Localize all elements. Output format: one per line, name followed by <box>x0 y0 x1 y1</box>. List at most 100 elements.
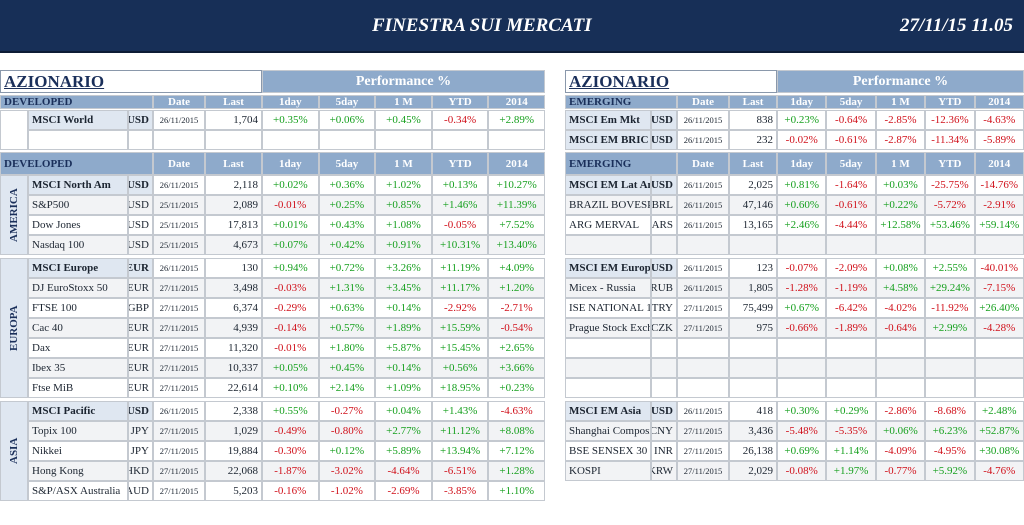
perf-1m: +4.58% <box>875 278 926 298</box>
perf-1day: +0.35% <box>262 110 319 130</box>
currency: EUR <box>128 338 153 358</box>
perf-1m: -4.02% <box>875 298 926 318</box>
perf-1m: +5.89% <box>375 441 432 461</box>
empty-cell <box>677 358 729 378</box>
name: MSCI EM Asia <box>565 401 651 421</box>
perf-1m: +1.08% <box>375 215 432 235</box>
name: KOSPI <box>565 461 651 481</box>
date: 26/11/2015 <box>153 258 205 278</box>
perf-5day: +0.45% <box>318 358 376 378</box>
perf-ytd: -11.34% <box>925 130 975 150</box>
empty-cell <box>128 130 153 150</box>
last: 1,029 <box>205 421 262 441</box>
perf-2014: -7.15% <box>974 278 1024 298</box>
last: 130 <box>205 258 262 278</box>
perf-1day: -0.03% <box>262 278 319 298</box>
column-header: 2014 <box>488 95 545 109</box>
empty-cell <box>974 378 1024 398</box>
currency: CNY <box>651 421 677 441</box>
empty-cell <box>431 130 489 150</box>
perf-5day: +0.25% <box>318 195 376 215</box>
column-header: Date <box>677 152 729 175</box>
empty-cell <box>651 338 677 358</box>
date: 26/11/2015 <box>677 215 729 235</box>
perf-5day: +1.80% <box>318 338 376 358</box>
name: MSCI World <box>28 110 128 130</box>
perf-2014: -4.76% <box>974 461 1024 481</box>
perf-1m: +5.87% <box>375 338 432 358</box>
perf-2014: -2.91% <box>974 195 1024 215</box>
column-header: DEVELOPED <box>0 152 153 175</box>
empty-cell <box>875 235 926 255</box>
perf-5day: +2.14% <box>318 378 376 398</box>
perf-1m: +1.89% <box>375 318 432 338</box>
perf-5day: -0.80% <box>318 421 376 441</box>
column-header: 5day <box>826 152 876 175</box>
empty-cell <box>677 338 729 358</box>
perf-ytd: +15.45% <box>431 338 489 358</box>
date: 26/11/2015 <box>153 110 205 130</box>
date: 27/11/2015 <box>153 298 205 318</box>
perf-5day: +0.06% <box>318 110 376 130</box>
last: 975 <box>729 318 777 338</box>
last: 418 <box>729 401 777 421</box>
perf-5day: +0.43% <box>318 215 376 235</box>
perf-5day: -0.61% <box>826 130 876 150</box>
perf-ytd: +53.46% <box>925 215 975 235</box>
date: 26/11/2015 <box>677 175 729 195</box>
perf-1day: -0.01% <box>262 338 319 358</box>
perf-5day: -0.27% <box>318 401 376 421</box>
perf-1day: -0.07% <box>777 258 827 278</box>
empty-cell <box>729 338 777 358</box>
perf-2014: +30.08% <box>974 441 1024 461</box>
perf-1day: +0.60% <box>777 195 827 215</box>
perf-1m: +3.45% <box>375 278 432 298</box>
name: Nikkei <box>28 441 128 461</box>
perf-2014: +2.65% <box>488 338 545 358</box>
last: 17,813 <box>205 215 262 235</box>
perf-2014: -4.63% <box>488 401 545 421</box>
perf-5day: +0.36% <box>318 175 376 195</box>
currency: USD <box>651 175 677 195</box>
perf-1m: +0.06% <box>875 421 926 441</box>
currency: USD <box>128 215 153 235</box>
name: S&P500 <box>28 195 128 215</box>
empty-cell <box>826 235 876 255</box>
date: 27/11/2015 <box>153 441 205 461</box>
perf-5day: -1.02% <box>318 481 376 501</box>
perf-5day: -5.35% <box>826 421 876 441</box>
date: 25/11/2015 <box>153 235 205 255</box>
currency: EUR <box>128 258 153 278</box>
perf-ytd: +1.43% <box>431 401 489 421</box>
empty-cell <box>875 358 926 378</box>
perf-ytd: +10.31% <box>431 235 489 255</box>
currency: EUR <box>128 318 153 338</box>
perf-1day: -0.30% <box>262 441 319 461</box>
currency: GBP <box>128 298 153 318</box>
name: Ibex 35 <box>28 358 128 378</box>
name: ISE NATIONAL 10 <box>565 298 651 318</box>
date: 26/11/2015 <box>153 401 205 421</box>
last: 838 <box>729 110 777 130</box>
last: 2,029 <box>729 461 777 481</box>
region-label: AMERICA <box>0 175 28 255</box>
perf-2014: +59.14% <box>974 215 1024 235</box>
column-header: 2014 <box>974 95 1024 109</box>
perf-5day: +1.31% <box>318 278 376 298</box>
perf-ytd: +11.12% <box>431 421 489 441</box>
empty-cell <box>565 378 651 398</box>
empty-cell <box>375 130 432 150</box>
currency: JPY <box>128 441 153 461</box>
perf-1day: +0.81% <box>777 175 827 195</box>
perf-1m: +2.77% <box>375 421 432 441</box>
perf-1day: -0.01% <box>262 195 319 215</box>
name: MSCI Europe <box>28 258 128 278</box>
empty-cell <box>826 378 876 398</box>
currency: USD <box>128 235 153 255</box>
perf-ytd: -0.05% <box>431 215 489 235</box>
column-header: Date <box>153 95 205 109</box>
date: 25/11/2015 <box>153 195 205 215</box>
perf-5day: +0.63% <box>318 298 376 318</box>
column-header: Last <box>205 95 262 109</box>
